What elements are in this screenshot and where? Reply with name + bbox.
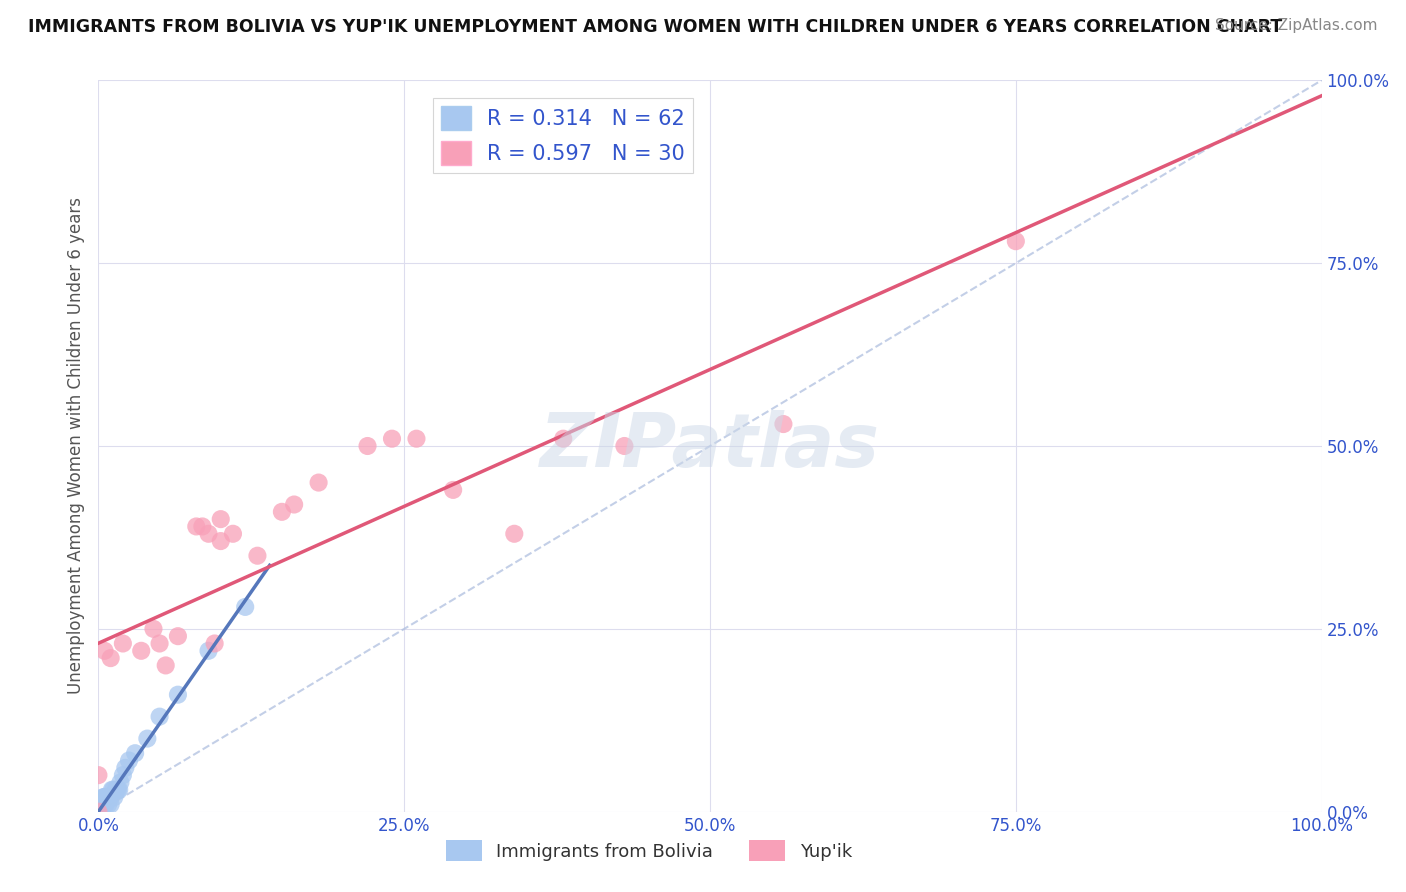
Point	[142, 622, 165, 636]
Point	[87, 805, 110, 819]
Point	[98, 790, 121, 805]
Point	[111, 636, 134, 650]
Point	[87, 805, 110, 819]
Point	[100, 790, 122, 805]
Point	[503, 526, 526, 541]
Point	[91, 797, 114, 812]
Point	[381, 432, 404, 446]
Point	[87, 805, 110, 819]
Point	[405, 432, 427, 446]
Y-axis label: Unemployment Among Women with Children Under 6 years: Unemployment Among Women with Children U…	[66, 197, 84, 695]
Point	[772, 417, 794, 431]
Point	[167, 629, 190, 643]
Point	[283, 498, 305, 512]
Point	[87, 805, 110, 819]
Point	[89, 797, 111, 812]
Point	[204, 636, 226, 650]
Point	[89, 797, 111, 812]
Point	[90, 797, 112, 812]
Point	[90, 805, 112, 819]
Point	[136, 731, 159, 746]
Point	[93, 790, 115, 805]
Point	[89, 797, 111, 812]
Point	[155, 658, 177, 673]
Point	[91, 797, 114, 812]
Point	[90, 797, 112, 812]
Text: IMMIGRANTS FROM BOLIVIA VS YUP'IK UNEMPLOYMENT AMONG WOMEN WITH CHILDREN UNDER 6: IMMIGRANTS FROM BOLIVIA VS YUP'IK UNEMPL…	[28, 18, 1282, 36]
Point	[105, 782, 128, 797]
Point	[87, 805, 110, 819]
Point	[233, 599, 256, 614]
Point	[209, 512, 232, 526]
Point	[89, 805, 111, 819]
Legend: Immigrants from Bolivia, Yup'ik: Immigrants from Bolivia, Yup'ik	[439, 833, 859, 869]
Point	[107, 782, 129, 797]
Point	[553, 432, 575, 446]
Point	[89, 805, 111, 819]
Point	[89, 805, 111, 819]
Point	[101, 782, 124, 797]
Point	[87, 768, 110, 782]
Point	[87, 805, 110, 819]
Point	[87, 805, 110, 819]
Text: ZIPatlas: ZIPatlas	[540, 409, 880, 483]
Point	[97, 797, 120, 812]
Point	[87, 805, 110, 819]
Point	[87, 805, 110, 819]
Point	[91, 805, 114, 819]
Point	[308, 475, 330, 490]
Point	[1004, 234, 1026, 248]
Point	[87, 805, 110, 819]
Point	[97, 790, 120, 805]
Point	[356, 439, 378, 453]
Point	[91, 797, 114, 812]
Point	[91, 797, 114, 812]
Point	[209, 534, 232, 549]
Point	[87, 805, 110, 819]
Point	[87, 805, 110, 819]
Point	[91, 790, 114, 805]
Point	[118, 754, 141, 768]
Point	[100, 797, 122, 812]
Point	[101, 782, 124, 797]
Point	[129, 644, 152, 658]
Point	[87, 805, 110, 819]
Point	[124, 746, 146, 760]
Point	[114, 761, 136, 775]
Point	[93, 790, 115, 805]
Point	[110, 775, 132, 789]
Point	[94, 790, 117, 805]
Point	[111, 768, 134, 782]
Point	[186, 519, 208, 533]
Point	[96, 790, 118, 805]
Point	[93, 797, 115, 812]
Point	[87, 805, 110, 819]
Point	[613, 439, 636, 453]
Text: Source: ZipAtlas.com: Source: ZipAtlas.com	[1215, 18, 1378, 33]
Point	[149, 709, 172, 723]
Point	[87, 805, 110, 819]
Point	[100, 651, 122, 665]
Point	[197, 644, 219, 658]
Point	[197, 526, 219, 541]
Point	[191, 519, 214, 533]
Point	[94, 797, 117, 812]
Point	[87, 805, 110, 819]
Point	[89, 805, 111, 819]
Point	[246, 549, 269, 563]
Point	[89, 805, 111, 819]
Point	[108, 782, 131, 797]
Point	[93, 644, 115, 658]
Point	[103, 790, 125, 805]
Point	[270, 505, 294, 519]
Point	[90, 805, 112, 819]
Point	[149, 636, 172, 650]
Point	[441, 483, 464, 497]
Point	[89, 805, 111, 819]
Point	[104, 782, 127, 797]
Point	[167, 688, 190, 702]
Point	[222, 526, 245, 541]
